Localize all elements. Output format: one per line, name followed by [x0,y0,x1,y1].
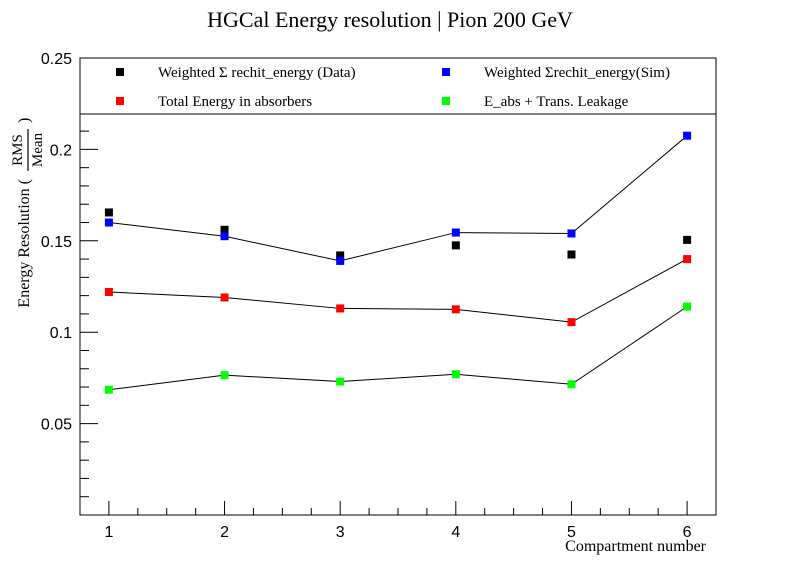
x-tick-label: 5 [567,524,576,541]
legend: Weighted Σ rechit_energy (Data) Weighted … [79,57,717,115]
legend-marker-1 [442,68,450,76]
data-point-series-2 [683,255,692,264]
data-point-series-0 [567,250,576,259]
data-point-series-1 [567,229,576,238]
data-point-series-2 [451,305,460,314]
data-point-series-1 [451,228,460,237]
data-point-series-0 [336,251,345,260]
y-tick-label: 0.15 [41,234,72,251]
y-tick-label: 0.2 [50,142,72,159]
data-point-series-3 [451,370,460,379]
y-axis-label-prefix: Energy Resolution ( [16,179,33,308]
y-tick-label: 0.1 [50,325,72,342]
legend-box [79,57,717,115]
series-lines [108,135,688,391]
legend-label-3: E_abs + Trans. Leakage [484,94,629,110]
data-point-series-3 [336,377,345,386]
x-tick-label: 2 [220,524,229,541]
legend-label-2: Total Energy in absorbers [158,94,312,110]
data-point-series-1 [683,131,692,140]
data-point-series-1 [336,256,345,265]
series-line-2 [108,258,688,323]
x-tick-label: 4 [451,524,460,541]
series-line-1 [108,135,688,262]
data-point-series-1 [104,218,113,227]
axes: 0.05 0.1 0.15 0.2 0.25 1 2 3 4 5 6 [41,51,717,541]
x-axis-label: Compartment number [565,538,707,555]
data-point-series-0 [683,235,692,244]
legend-marker-0 [116,68,124,76]
legend-marker-3 [442,97,450,105]
series-line-3 [108,306,688,391]
legend-marker-2 [116,97,124,105]
data-point-series-2 [104,287,113,296]
data-point-series-0 [220,225,229,234]
data-point-series-3 [683,302,692,311]
data-point-series-3 [567,380,576,389]
data-point-series-2 [220,293,229,302]
data-point-series-2 [567,318,576,327]
data-points [104,131,692,394]
x-tick-label: 6 [683,524,692,541]
data-point-series-3 [104,385,113,394]
data-point-series-0 [104,208,113,217]
data-point-series-1 [220,232,229,241]
y-axis-label-numerator: RMS [10,134,26,166]
y-axis-label: Energy Resolution ( RMS Mean ) [10,118,46,308]
y-axis-label-denominator: Mean [30,132,46,167]
y-tick-label: 0.25 [41,51,72,68]
chart-title: HGCal Energy resolution | Pion 200 GeV [207,7,573,32]
legend-label-1: Weighted Σrechit_energy(Sim) [484,65,670,81]
data-point-series-3 [220,371,229,380]
x-tick-label: 1 [104,524,113,541]
x-tick-label: 3 [336,524,345,541]
y-tick-label: 0.05 [41,417,72,434]
data-point-series-2 [336,304,345,313]
plot-frame [79,57,717,516]
data-point-series-0 [451,241,460,250]
legend-label-0: Weighted Σ rechit_energy (Data) [158,65,356,81]
y-axis-label-suffix: ) [16,118,33,123]
